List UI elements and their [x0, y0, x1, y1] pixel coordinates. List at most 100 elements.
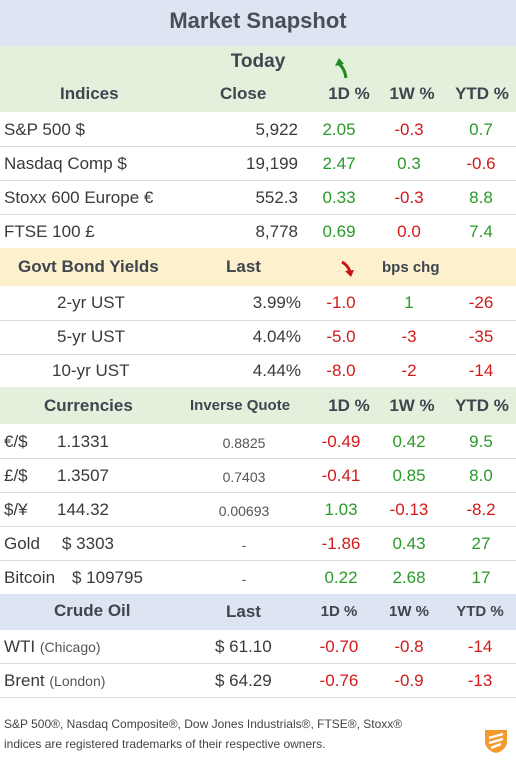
- brand-logo-icon: [485, 730, 507, 753]
- table-row-label: Gold: [4, 534, 40, 553]
- table-cell: -14: [468, 361, 494, 380]
- table-cell: 3.99%: [252, 293, 301, 312]
- table-cell: -: [241, 571, 247, 587]
- table-cell: -13: [467, 671, 493, 690]
- table-cell: 1.3507: [57, 466, 109, 485]
- table-cell: -0.3: [394, 188, 424, 207]
- table-cell: 144.32: [57, 500, 109, 519]
- currencies-ytd-label: YTD %: [455, 396, 509, 415]
- table-cell: 8.8: [469, 188, 493, 207]
- table-cell: -3: [401, 327, 417, 346]
- currencies-header: [0, 387, 516, 424]
- table-cell: 8.0: [469, 466, 493, 485]
- crude-header: [0, 594, 516, 630]
- table-cell: 0.69: [322, 222, 356, 241]
- up-arrow-icon: [335, 58, 348, 79]
- table-row-label: £/$: [4, 466, 28, 485]
- table-cell: 0.33: [322, 188, 356, 207]
- table-cell: 552.3: [255, 188, 298, 207]
- table-row-label: Brent (London): [4, 671, 105, 691]
- table-cell: $ 109795: [72, 568, 143, 587]
- crude-ytd-label: YTD %: [456, 603, 504, 620]
- indices-header: [0, 46, 516, 112]
- indices-label: Indices: [60, 84, 119, 103]
- table-cell: $ 61.10: [215, 637, 272, 656]
- table-row-label: WTI (Chicago): [4, 637, 101, 657]
- last-label: Last: [226, 257, 261, 276]
- table-cell: -1.0: [326, 293, 356, 312]
- table-cell: 2.05: [322, 120, 356, 139]
- table-cell: 9.5: [469, 432, 493, 451]
- table-cell: -1.86: [321, 534, 361, 553]
- table-cell: 0.7: [469, 120, 493, 139]
- bonds-label: Govt Bond Yields: [18, 257, 159, 276]
- currencies-1w-label: 1W %: [389, 396, 435, 415]
- table-cell: 0.0: [397, 222, 421, 241]
- table-cell: -0.41: [321, 466, 361, 485]
- table-cell: $ 64.29: [215, 671, 272, 690]
- table-cell: -0.6: [466, 154, 496, 173]
- table-row-label: 2-yr UST: [57, 293, 125, 312]
- currencies-label: Currencies: [44, 396, 133, 415]
- table-cell: -0.9: [394, 671, 424, 690]
- indices-1d-label: 1D %: [328, 84, 370, 103]
- table-cell: -0.13: [389, 500, 429, 519]
- crude-1w-label: 1W %: [388, 603, 429, 620]
- table-row-label: $/¥: [4, 500, 28, 519]
- table-cell: -0.8: [394, 637, 424, 656]
- inverse-quote-label: Inverse Quote: [190, 397, 291, 414]
- table-cell: 0.7403: [222, 469, 266, 485]
- table-cell: -: [241, 537, 247, 553]
- indices-1w-label: 1W %: [389, 84, 435, 103]
- currencies-1d-label: 1D %: [328, 396, 370, 415]
- bonds-header: [0, 248, 516, 286]
- today-label: Today: [230, 51, 286, 72]
- table-row-label: Bitcoin: [4, 568, 56, 587]
- table-cell: -5.0: [326, 327, 356, 346]
- table-cell: 0.8825: [222, 435, 266, 451]
- table-cell: -0.49: [321, 432, 361, 451]
- crude-label: Crude Oil: [54, 601, 131, 620]
- table-cell: 4.44%: [252, 361, 301, 380]
- table-cell: 8,778: [255, 222, 298, 241]
- crude-name: WTI: [4, 637, 36, 656]
- close-label: Close: [220, 84, 267, 103]
- table-cell: 4.04%: [252, 327, 301, 346]
- table-cell: -0.3: [394, 120, 424, 139]
- table-row-label: 10-yr UST: [52, 361, 130, 380]
- down-arrow-icon: [341, 260, 354, 277]
- table-cell: 1.1331: [57, 432, 109, 451]
- crude-last-label: Last: [226, 602, 261, 621]
- table-cell: 1: [404, 293, 414, 312]
- table-cell: 19,199: [246, 154, 298, 173]
- table-cell: -35: [468, 327, 494, 346]
- title-bar: [0, 0, 516, 46]
- table-cell: 2.47: [322, 154, 356, 173]
- crude-name: Brent: [4, 671, 45, 690]
- table-cell: -0.76: [319, 671, 359, 690]
- table-cell: -26: [468, 293, 494, 312]
- table-cell: 0.00693: [218, 503, 270, 519]
- table-cell: -0.70: [319, 637, 359, 656]
- table-cell: 2.68: [392, 568, 426, 587]
- crude-location: (Chicago): [39, 639, 101, 655]
- table-cell: -8.2: [466, 500, 496, 519]
- indices-ytd-label: YTD %: [455, 84, 509, 103]
- table-row-label: Stoxx 600 Europe €: [4, 188, 154, 207]
- table-cell: 17: [471, 568, 491, 587]
- footnote-line-1: S&P 500®, Nasdaq Composite®, Dow Jones I…: [4, 717, 403, 731]
- table-cell: 1.03: [324, 500, 358, 519]
- table-cell: $ 3303: [62, 534, 114, 553]
- table-cell: 7.4: [469, 222, 493, 241]
- crude-location: (London): [49, 673, 106, 689]
- bps-chg-label: bps chg: [382, 259, 440, 276]
- crude-1d-label: 1D %: [320, 603, 358, 620]
- footnote-line-2: indices are registered trademarks of the…: [4, 737, 326, 751]
- table-cell: 0.22: [324, 568, 358, 587]
- table-row-label: €/$: [4, 432, 28, 451]
- table-cell: 0.85: [392, 466, 426, 485]
- table-row-label: FTSE 100 £: [4, 222, 95, 241]
- page-title: Market Snapshot: [169, 8, 347, 33]
- table-cell: 0.43: [392, 534, 426, 553]
- table-cell: 0.3: [397, 154, 421, 173]
